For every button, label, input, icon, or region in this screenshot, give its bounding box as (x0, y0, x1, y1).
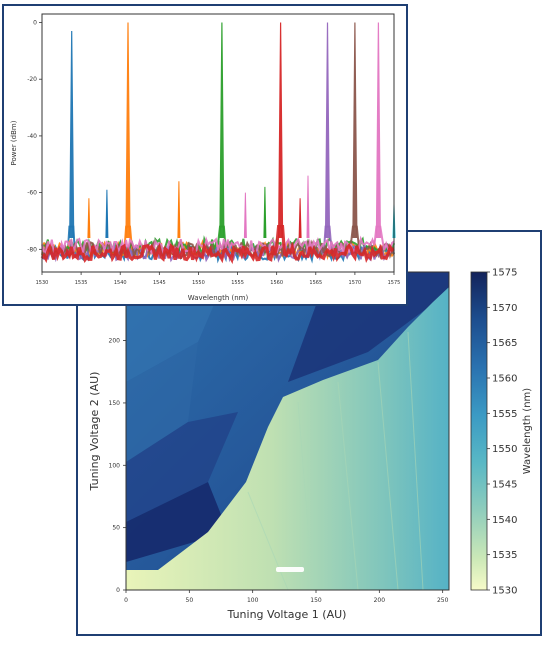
colorbar-tick-label: 1560 (492, 374, 517, 385)
colorbar-tick-label: 1555 (492, 409, 517, 420)
spectrum-axes-frame (41, 13, 395, 273)
spectrum-x-axis-label: Wavelength (nm) (188, 294, 249, 302)
heatmap-x-tick-label: 50 (186, 597, 194, 604)
heatmap-y-tick-label: 100 (109, 462, 121, 469)
heatmap-x-tick-label: 100 (247, 597, 259, 604)
heatmap-x-tick-label: 200 (374, 597, 386, 604)
spectrum-x-tick-label: 1550 (192, 280, 205, 286)
colorbar-label: Wavelength (nm) (522, 388, 533, 474)
spectrum-x-tick-label: 1540 (114, 280, 127, 286)
spectrum-peak (375, 22, 381, 239)
spectrum-peak (324, 22, 331, 239)
heatmap-x-axis-label: Tuning Voltage 1 (AU) (227, 608, 347, 621)
spectrum-x-tick-label: 1560 (270, 280, 283, 286)
heatmap-y-ticks: 0 50 100 150 200 (109, 338, 126, 594)
spectrum-series-noise (40, 225, 395, 265)
spectrum-series-noise (41, 225, 395, 256)
colorbar-tick-label: 1575 (492, 268, 517, 279)
spectrum-x-tick-label: 1535 (75, 280, 88, 286)
spectrum-minor-peak (263, 186, 267, 239)
spectrum-peak (278, 22, 284, 239)
colorbar-tick-label: 1540 (492, 515, 517, 526)
spectrum-x-tick-label: 1545 (153, 280, 166, 286)
colorbar-tick-label: 1535 (492, 550, 517, 561)
spectrum-figure-panel: 1530 1535 1540 1545 1550 1555 1560 1565 1570 1575… (2, 4, 408, 306)
heatmap-y-tick-label: 150 (109, 400, 121, 407)
heatmap-y-tick-label: 200 (109, 338, 121, 345)
heatmap-surface (126, 272, 449, 590)
spectrum-minor-peak (87, 198, 91, 239)
spectrum-series-group (40, 22, 396, 265)
spectrum-minor-peak (298, 198, 302, 239)
heatmap-x-tick-label: 150 (310, 597, 322, 604)
colorbar (470, 271, 488, 591)
spectrum-y-tick-label: 0 (33, 20, 37, 27)
spectrum-x-tick-label: 1555 (231, 280, 244, 286)
spectrum-peak (219, 22, 225, 239)
spectrum-minor-peak (177, 181, 181, 239)
spectrum-y-tick-label: -40 (27, 133, 37, 140)
colorbar-ticks: 1575 1570 1565 1560 1555 1550 1545 1540 1535 1530 (487, 268, 517, 597)
spectrum-minor-peak (243, 192, 247, 239)
spectrum-y-axis-label: Power (dBm) (10, 120, 18, 165)
spectrum-peak (352, 22, 358, 239)
spectrum-y-tick-label: -20 (27, 76, 37, 83)
spectrum-y-ticks: 0 -20 -40 -60 -80 (27, 20, 42, 253)
spectrum-peak (125, 22, 131, 239)
heatmap-region-lower (126, 287, 449, 590)
colorbar-tick-label: 1550 (492, 444, 517, 455)
colorbar-tick-label: 1565 (492, 338, 517, 349)
spectrum-y-tick-label: -60 (27, 190, 37, 197)
heatmap-x-ticks: 0 50 100 150 200 250 (124, 590, 449, 604)
spectrum-x-tick-label: 1530 (36, 280, 49, 286)
colorbar-tick-label: 1570 (492, 303, 517, 314)
spectrum-x-tick-label: 1575 (388, 280, 401, 286)
spectrum-plot-area (42, 14, 394, 272)
spectrum-peak (69, 30, 75, 239)
spectrum-x-tick-label: 1570 (349, 280, 362, 286)
spectrum-chart: 1530 1535 1540 1545 1550 1555 1560 1565 1570 1575… (10, 13, 401, 302)
spectrum-y-tick-label: -80 (27, 246, 37, 253)
spectrum-minor-peak (105, 189, 109, 239)
spectrum-minor-peak (306, 175, 310, 239)
heatmap-x-tick-label: 250 (437, 597, 449, 604)
spectrum-x-ticks: 1530 1535 1540 1545 1550 1555 1560 1565 1570 1575 (36, 272, 401, 286)
heatmap-y-axis-label: Tuning Voltage 2 (AU) (88, 372, 101, 492)
colorbar-tick-label: 1545 (492, 480, 517, 491)
colorbar-tick-label: 1530 (492, 586, 517, 597)
heatmap-y-tick-label: 50 (112, 525, 120, 532)
spectrum-x-tick-label: 1565 (309, 280, 322, 286)
heatmap-y-tick-label: 0 (116, 587, 120, 594)
heatmap-x-tick-label: 0 (124, 597, 128, 604)
